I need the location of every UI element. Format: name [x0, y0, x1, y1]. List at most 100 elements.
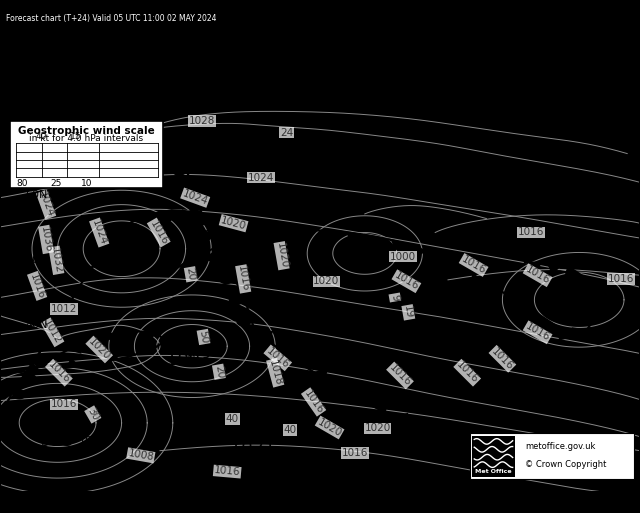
Polygon shape: [208, 252, 223, 263]
Polygon shape: [120, 222, 136, 233]
Text: 40: 40: [284, 425, 296, 435]
Text: 1020: 1020: [275, 242, 289, 269]
Text: 1016: 1016: [460, 254, 488, 276]
Text: 1011: 1011: [554, 308, 598, 326]
Polygon shape: [215, 243, 228, 254]
Text: 1016: 1016: [46, 360, 72, 386]
Polygon shape: [394, 412, 408, 424]
Text: 1036: 1036: [39, 226, 53, 253]
Polygon shape: [143, 332, 157, 341]
Text: 1016: 1016: [387, 363, 413, 388]
Text: 1003: 1003: [166, 351, 211, 369]
Polygon shape: [172, 165, 187, 176]
Polygon shape: [96, 238, 112, 248]
Polygon shape: [547, 264, 562, 274]
Polygon shape: [551, 188, 566, 200]
Text: 1016: 1016: [148, 219, 170, 246]
Polygon shape: [564, 266, 579, 278]
Text: L: L: [49, 411, 67, 439]
Polygon shape: [178, 187, 193, 198]
Polygon shape: [276, 153, 292, 163]
Polygon shape: [74, 271, 90, 281]
Polygon shape: [470, 274, 484, 286]
Polygon shape: [435, 166, 450, 176]
Text: L: L: [567, 286, 585, 314]
Text: 1019: 1019: [161, 159, 207, 176]
Polygon shape: [182, 209, 196, 221]
Text: 80: 80: [17, 179, 28, 188]
Polygon shape: [589, 198, 603, 209]
Text: Met Office: Met Office: [475, 468, 512, 473]
Text: 999: 999: [348, 253, 382, 272]
Text: 1016: 1016: [392, 270, 420, 292]
Polygon shape: [575, 275, 591, 285]
Polygon shape: [314, 368, 328, 379]
Text: 70N: 70N: [26, 125, 48, 135]
Text: 40: 40: [36, 132, 47, 142]
Text: in kt for 4.0 hPa intervals: in kt for 4.0 hPa intervals: [29, 134, 143, 143]
Text: 1020: 1020: [86, 337, 112, 362]
Polygon shape: [294, 356, 310, 367]
Polygon shape: [527, 263, 543, 273]
Text: 1016: 1016: [524, 264, 552, 286]
Text: 1028: 1028: [188, 116, 215, 126]
Polygon shape: [196, 250, 211, 262]
Polygon shape: [415, 424, 429, 435]
Text: 1020: 1020: [364, 423, 391, 433]
Text: 40: 40: [226, 414, 239, 424]
Text: 9: 9: [389, 293, 401, 302]
Polygon shape: [258, 331, 273, 342]
Polygon shape: [196, 155, 212, 166]
Text: 1018: 1018: [267, 359, 284, 387]
Polygon shape: [179, 260, 194, 271]
Text: 30: 30: [85, 406, 100, 423]
Text: 1020: 1020: [220, 215, 248, 231]
Text: 1016: 1016: [524, 321, 552, 343]
Polygon shape: [324, 231, 339, 241]
Text: 60N: 60N: [26, 190, 48, 201]
Text: L: L: [353, 232, 371, 261]
Text: 19: 19: [403, 305, 414, 320]
Polygon shape: [34, 358, 48, 368]
Polygon shape: [580, 316, 596, 326]
Text: 1016: 1016: [214, 465, 241, 478]
Polygon shape: [316, 154, 332, 164]
Polygon shape: [584, 302, 598, 313]
Text: 1012: 1012: [42, 319, 63, 346]
Text: L: L: [173, 137, 191, 165]
Text: 1016: 1016: [518, 227, 545, 238]
Polygon shape: [214, 234, 229, 246]
Polygon shape: [506, 296, 520, 307]
Text: © Crown Copyright: © Crown Copyright: [525, 460, 606, 469]
Bar: [470, 433, 634, 480]
Polygon shape: [68, 343, 81, 354]
Polygon shape: [158, 211, 173, 223]
Text: 1024: 1024: [248, 173, 275, 183]
Polygon shape: [396, 160, 411, 170]
Text: 1016: 1016: [236, 265, 250, 293]
Polygon shape: [84, 254, 100, 265]
Text: 1016: 1016: [92, 253, 136, 272]
Text: 1016: 1016: [454, 360, 480, 386]
Polygon shape: [582, 287, 597, 299]
Polygon shape: [144, 341, 157, 351]
Polygon shape: [104, 333, 117, 343]
Bar: [472, 436, 515, 477]
Text: 1016: 1016: [490, 346, 515, 371]
Polygon shape: [231, 265, 246, 276]
Polygon shape: [279, 230, 294, 241]
Polygon shape: [524, 307, 538, 318]
Polygon shape: [42, 322, 58, 332]
Polygon shape: [474, 172, 489, 183]
Text: 1016: 1016: [28, 272, 46, 300]
Polygon shape: [126, 223, 141, 234]
Text: Geostrophic wind scale: Geostrophic wind scale: [18, 126, 155, 136]
Polygon shape: [451, 264, 466, 275]
Polygon shape: [148, 212, 163, 223]
Polygon shape: [236, 153, 252, 164]
Text: 1024: 1024: [181, 188, 209, 207]
Text: 1008: 1008: [127, 448, 155, 463]
Text: 1000: 1000: [390, 252, 416, 262]
Polygon shape: [433, 254, 447, 266]
Polygon shape: [236, 236, 250, 248]
